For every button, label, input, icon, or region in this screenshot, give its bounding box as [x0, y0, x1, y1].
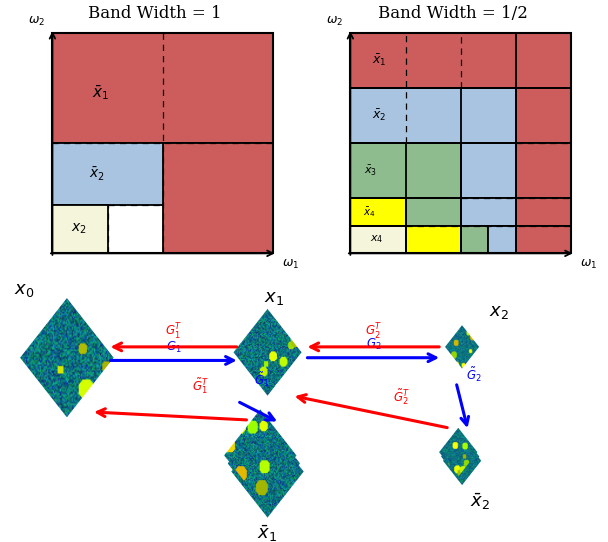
- Text: $\tilde{G}_2^T$: $\tilde{G}_2^T$: [393, 387, 410, 406]
- Text: $G_1^T$: $G_1^T$: [165, 322, 182, 342]
- Bar: [461, 198, 516, 226]
- Bar: [516, 88, 571, 143]
- Text: $\bar{x}_4$: $\bar{x}_4$: [363, 205, 376, 219]
- Text: $\omega_1$: $\omega_1$: [282, 258, 299, 271]
- Title: Band Width = 1/2: Band Width = 1/2: [378, 4, 528, 22]
- Text: $G_2$: $G_2$: [365, 337, 381, 352]
- Bar: [163, 143, 273, 253]
- Bar: [350, 198, 406, 226]
- Bar: [52, 143, 163, 205]
- Bar: [461, 143, 516, 198]
- Text: $\bar{x}_1$: $\bar{x}_1$: [257, 524, 278, 542]
- Text: $\bar{x}_1$: $\bar{x}_1$: [92, 83, 109, 102]
- Text: $\omega_2$: $\omega_2$: [326, 15, 344, 28]
- Text: $\bar{x}_2$: $\bar{x}_2$: [372, 108, 386, 123]
- Bar: [52, 33, 273, 143]
- Text: $G_2^T$: $G_2^T$: [365, 322, 382, 342]
- Text: $\tilde{G}_1^T$: $\tilde{G}_1^T$: [192, 376, 209, 396]
- Bar: [52, 33, 273, 253]
- Bar: [52, 205, 108, 253]
- Bar: [488, 226, 516, 253]
- Title: Band Width = 1: Band Width = 1: [88, 4, 222, 22]
- Text: $x_1$: $x_1$: [264, 289, 283, 307]
- Text: $\bar{x}_1$: $\bar{x}_1$: [371, 53, 386, 68]
- Bar: [406, 198, 461, 226]
- Text: $\tilde{G}_2$: $\tilde{G}_2$: [466, 365, 482, 384]
- Text: $\omega_1$: $\omega_1$: [580, 258, 597, 271]
- Text: $\bar{x}_2$: $\bar{x}_2$: [89, 165, 105, 183]
- Bar: [350, 88, 516, 143]
- Bar: [350, 226, 406, 253]
- Bar: [516, 198, 571, 226]
- Text: $x_4$: $x_4$: [370, 234, 384, 246]
- Bar: [350, 33, 571, 88]
- Bar: [350, 33, 571, 253]
- Bar: [350, 143, 461, 198]
- Bar: [406, 226, 461, 253]
- Text: $\omega_2$: $\omega_2$: [29, 15, 46, 28]
- Text: $G_1$: $G_1$: [166, 340, 181, 355]
- Text: $\bar{x}_2$: $\bar{x}_2$: [471, 491, 490, 512]
- Bar: [516, 226, 571, 253]
- Bar: [516, 143, 571, 198]
- Text: $x_2$: $x_2$: [71, 222, 87, 236]
- Text: $x_2$: $x_2$: [489, 302, 508, 321]
- Text: $\tilde{G}_1$: $\tilde{G}_1$: [254, 371, 269, 389]
- Text: $x_0$: $x_0$: [14, 281, 35, 299]
- Text: $\bar{x}_3$: $\bar{x}_3$: [364, 164, 377, 178]
- Bar: [461, 226, 488, 253]
